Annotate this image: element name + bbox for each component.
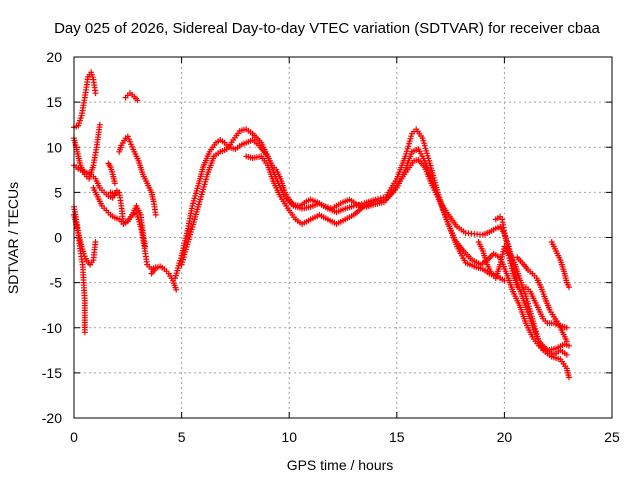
data-point-marker (563, 351, 570, 358)
y-tick-label: -10 (42, 320, 62, 336)
x-tick-label: 5 (178, 429, 186, 445)
y-tick-label: -15 (42, 365, 62, 381)
plot-frame (73, 56, 613, 419)
y-tick-label: 0 (54, 230, 62, 246)
x-tick-label: 25 (604, 429, 620, 445)
data-point-marker (356, 201, 363, 208)
data-point-marker (566, 342, 572, 349)
data-point-marker (134, 97, 141, 104)
y-tick-label: -5 (50, 275, 63, 291)
data-point-marker (563, 324, 570, 331)
data-point-marker (173, 286, 180, 293)
sdtvar-trace-9 (107, 189, 159, 273)
sdtvar-trace-18 (514, 254, 570, 345)
x-tick-label: 20 (497, 429, 513, 445)
x-tick-label: 0 (70, 429, 78, 445)
y-tick-label: -20 (42, 410, 62, 426)
y-tick-label: 20 (46, 49, 62, 65)
data-layer (71, 69, 572, 381)
sdtvar-trace-14 (243, 146, 508, 284)
chart-title: Day 025 of 2026, Sidereal Day-to-day VTE… (54, 20, 600, 37)
y-tick-label: 5 (54, 184, 62, 200)
data-point-marker (125, 136, 132, 143)
data-point-marker (501, 277, 508, 284)
x-tick-label: 10 (281, 429, 297, 445)
data-point-marker (92, 90, 99, 97)
sdtvar-trace-11 (148, 263, 180, 293)
sdtvar-trace-7 (105, 160, 118, 187)
data-point-marker (566, 284, 572, 291)
sdtvar-trace-19 (548, 239, 572, 291)
sdtvar-trace-8 (122, 90, 141, 104)
sdtvar-trace-1 (71, 69, 99, 131)
data-point-marker (152, 211, 159, 218)
data-point-marker (96, 121, 103, 128)
y-tick-label: 10 (46, 139, 62, 155)
y-axis-label: SDTVAR / TECUs (5, 182, 21, 294)
sdtvar-trace-10 (116, 133, 159, 218)
data-point-marker (124, 133, 131, 140)
x-tick-label: 15 (389, 429, 405, 445)
data-point-marker (81, 329, 88, 336)
data-point-marker (566, 374, 572, 381)
data-point-marker (505, 248, 512, 254)
sdtvar-trace-17 (492, 213, 512, 254)
data-point-marker (563, 338, 570, 345)
data-point-marker (92, 239, 99, 245)
x-axis-label: GPS time / hours (287, 457, 394, 473)
data-point-marker (105, 160, 112, 167)
y-tick-label: 15 (46, 94, 62, 110)
